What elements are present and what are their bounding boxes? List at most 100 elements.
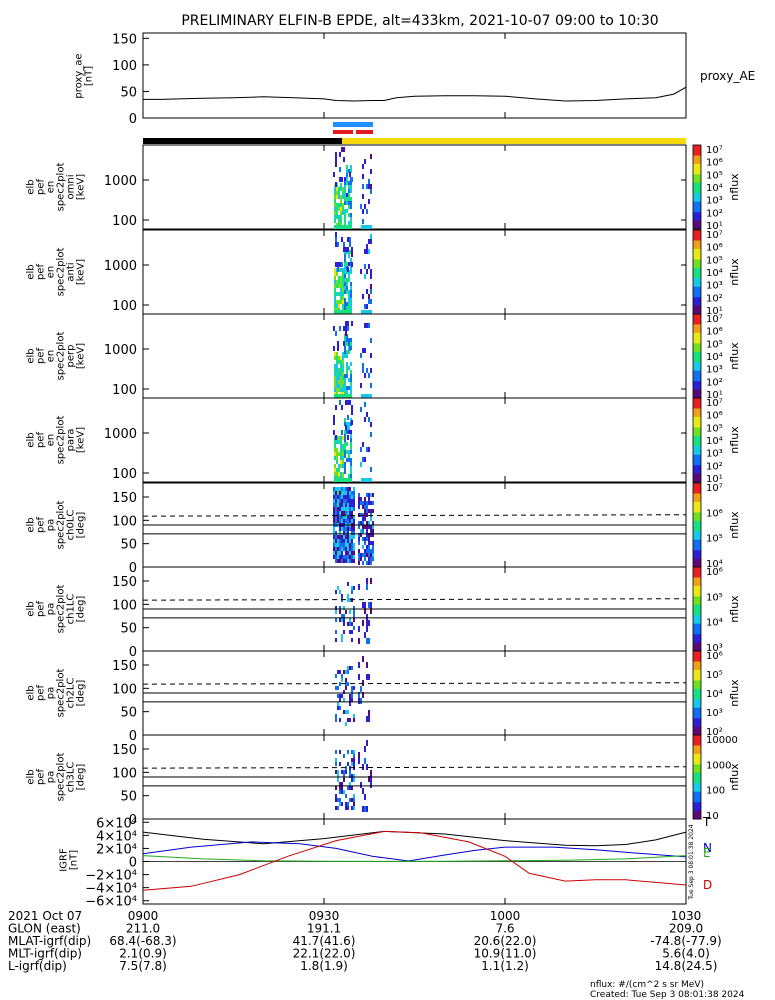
spectrogram-cell [333,430,335,435]
spectrogram-cell [341,802,343,806]
spectrogram-cell [343,247,345,252]
spectrogram-cell [362,184,364,189]
spectrogram-cell [335,794,337,798]
spectrogram-cell [345,559,347,563]
spectrogram-cell [368,710,370,716]
spectrogram-cell [350,221,352,225]
panel-anti-frame [142,229,687,315]
colorbar-label-text: nflux [728,763,741,791]
spectrogram-cell [362,348,364,353]
spectrogram-cell [338,292,340,296]
spectrogram-cell [358,521,360,525]
colorbar-tick-label: 10¹ [706,390,723,401]
colorbar-tick-label: 10¹ [706,474,723,485]
spectrogram-cell [348,350,350,354]
spectrogram-cell [349,237,351,242]
colorbar-swatch [693,267,701,271]
spectrogram-cell [342,280,344,284]
colorbar-swatch [693,398,701,401]
ylabel-line: ch1LC [66,594,77,625]
spectrogram-cell [372,541,374,545]
colorbar-swatch [693,758,701,761]
loss-cone-dashed-line [142,682,687,685]
ylabel-line: pef [36,769,47,786]
spectrogram-cell [370,169,372,174]
igrf-legend-T: T [702,815,711,829]
spectrogram-cell [343,157,345,162]
colorbar-swatch [693,699,701,702]
footer-row-value: 0930 [309,909,340,923]
colorbar-swatch [693,345,701,349]
spectrogram-cell [338,388,340,392]
spectrogram-cell [346,173,348,177]
colorbar-tick-label: 10 [706,811,719,822]
spectrogram-cell [342,380,344,384]
ylabel-line: [deg] [76,512,87,539]
spectrogram-cell [342,211,344,215]
spectrogram-cell [336,372,338,376]
spectrogram-cell [345,511,347,515]
colorbar-swatch [693,197,701,201]
colorbar: 10⁶ 10⁵ 10⁴ 10³ 10² nflux [692,650,741,738]
colorbar-label-text: nflux [728,173,741,201]
colorbar-swatch [693,246,701,250]
spectrogram-cell [351,547,353,551]
colorbar-swatch [693,672,701,675]
spectrogram-cell [342,444,344,448]
spectrogram-cell [342,360,344,364]
spectrogram-cell [338,464,340,468]
spectrogram-cell [335,539,337,543]
spectrogram-cell [342,472,344,476]
spectrogram-cell [337,555,339,559]
spectrogram-cell [349,547,351,551]
spectrogram-cell [337,519,339,523]
spectrogram-cell [362,788,364,794]
ylabel-line: [keV] [76,259,87,285]
colorbar-label-text: nflux [728,595,741,623]
spectrogram-cell [364,541,366,545]
spectrogram-cell [344,338,346,342]
colorbar-swatch [693,642,701,646]
spectrogram-cell [338,304,340,308]
spectrogram-cell [366,368,368,373]
colorbar-swatch [693,504,701,507]
spectrogram-cell [366,614,368,620]
spectrogram-cell [353,495,355,499]
colorbar-swatch [693,191,701,194]
spectrogram-cell [370,553,372,557]
colorbar-tick-label: 10⁷ [706,398,723,409]
spectrogram-cell [339,782,341,786]
spectrogram-cell [370,549,372,553]
spectrogram-cell [336,187,338,191]
spectrogram-cell [360,462,362,467]
spectrogram-cell [350,205,352,209]
spectrogram-cell [337,559,339,563]
spectrogram-cell [351,798,353,802]
colorbar-swatch [693,623,701,627]
spectrogram-cell [353,519,355,523]
spectrogram-cell [334,195,336,199]
spectrogram-cell [339,507,341,511]
spectrogram-cell [335,590,337,594]
colorbar-swatch [693,425,701,428]
spectrogram-cell [362,501,364,505]
spectrogram-cell [343,698,345,702]
colorbar-swatch [693,248,701,252]
spectrogram-cell [362,513,364,517]
spectrogram-cell [343,622,345,626]
colorbar-swatch [693,644,701,648]
spectrogram-cell [339,698,341,702]
spectrogram-cell [344,262,346,266]
spectrogram-cell [346,366,348,370]
spectrogram-cell [343,147,345,152]
colorbar-swatch [693,232,701,235]
spectrogram-cell [345,326,347,331]
colorbar-swatch [693,307,701,311]
colorbar-label-text: nflux [728,679,741,707]
spectrogram-cell [350,382,352,386]
spectrogram-cell [343,630,345,634]
spectrogram-cell [341,790,343,794]
colorbar-swatch [693,364,701,367]
spectrogram-cell [368,557,370,561]
spectrogram-cell [336,352,338,356]
